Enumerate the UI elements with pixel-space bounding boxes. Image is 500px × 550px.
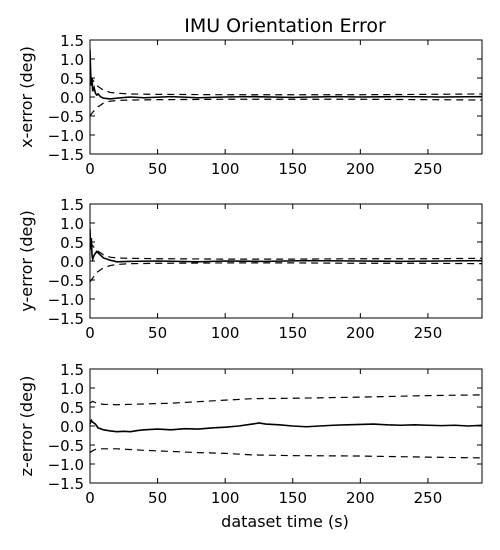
- x-tick-label: 200: [346, 489, 375, 507]
- series-line-bound-upper: [90, 75, 482, 96]
- subplot-2: 1.51.00.50.0−0.5−1.0−1.50 50 100 150 200 250 y…: [17, 196, 483, 342]
- series-line-error: [90, 49, 482, 100]
- series-line-bound-lower: [90, 448, 482, 459]
- y-tick-label: −1.0: [48, 456, 84, 474]
- x-tick-label: 200: [346, 324, 375, 342]
- x-tick-label: 150: [278, 160, 307, 178]
- plot-frame: [89, 203, 483, 319]
- x-tick-label: 50: [148, 489, 167, 507]
- y-tick-label: 1.0: [60, 380, 84, 398]
- y-tick-label: −1.0: [48, 291, 84, 309]
- subplot-3: 1.51.00.50.0−0.5−1.0−1.50 50 100 150 200 250 z…: [17, 361, 483, 507]
- y-axis-label: y-error (deg): [17, 210, 36, 311]
- x-tick-label: 250: [414, 324, 443, 342]
- y-tick-label: −0.5: [48, 437, 84, 455]
- y-tick-label: −1.5: [48, 310, 84, 328]
- x-tick-label: 100: [211, 489, 240, 507]
- x-tick-label: 0: [85, 489, 95, 507]
- x-tick-label: 0: [85, 160, 95, 178]
- y-tick-label: −1.5: [48, 146, 84, 164]
- y-tick-label: 1.5: [60, 32, 84, 50]
- x-tick-label: 250: [414, 160, 443, 178]
- y-tick-label: 0.5: [60, 70, 84, 88]
- y-tick-label: 0.0: [60, 418, 84, 436]
- y-tick-label: 1.5: [60, 361, 84, 379]
- series-line-error: [90, 418, 482, 433]
- subplots: 1.51.00.50.0−0.5−1.0−1.50 50 100 150 200 250x…: [17, 32, 483, 507]
- y-tick-label: 1.0: [60, 215, 84, 233]
- series-line-bound-lower: [90, 98, 482, 117]
- x-tick-label: 50: [148, 324, 167, 342]
- x-tick-label: 100: [211, 324, 240, 342]
- y-tick-label: −1.0: [48, 127, 84, 145]
- x-tick-label: 100: [211, 160, 240, 178]
- x-tick-label: 150: [278, 489, 307, 507]
- subplot-1: 1.51.00.50.0−0.5−1.0−1.50 50 100 150 200 250 x…: [17, 32, 483, 178]
- y-tick-label: −0.5: [48, 108, 84, 126]
- y-axis-label: z-error (deg): [17, 376, 36, 477]
- series-line-bound-lower: [90, 262, 482, 283]
- y-tick-label: 0.5: [60, 234, 84, 252]
- y-tick-label: 0.0: [60, 253, 84, 271]
- plot-frame: [89, 39, 483, 155]
- x-tick-label: 50: [148, 160, 167, 178]
- series-line-error: [90, 228, 482, 263]
- x-tick-label: 250: [414, 489, 443, 507]
- y-tick-label: 0.5: [60, 399, 84, 417]
- y-tick-label: 0.0: [60, 89, 84, 107]
- y-axis-label: x-error (deg): [17, 46, 36, 148]
- series-line-bound-upper: [90, 394, 482, 406]
- x-tick-label: 200: [346, 160, 375, 178]
- x-axis-label: dataset time (s): [221, 512, 349, 531]
- y-tick-label: 1.5: [60, 196, 84, 214]
- x-tick-label: 0: [85, 324, 95, 342]
- series-line-bound-upper: [90, 241, 482, 260]
- chart-title: IMU Orientation Error: [184, 15, 386, 37]
- x-tick-label: 150: [278, 324, 307, 342]
- y-tick-label: −1.5: [48, 475, 84, 493]
- y-tick-label: −0.5: [48, 272, 84, 290]
- plot-frame: [89, 368, 483, 484]
- y-tick-label: 1.0: [60, 51, 84, 69]
